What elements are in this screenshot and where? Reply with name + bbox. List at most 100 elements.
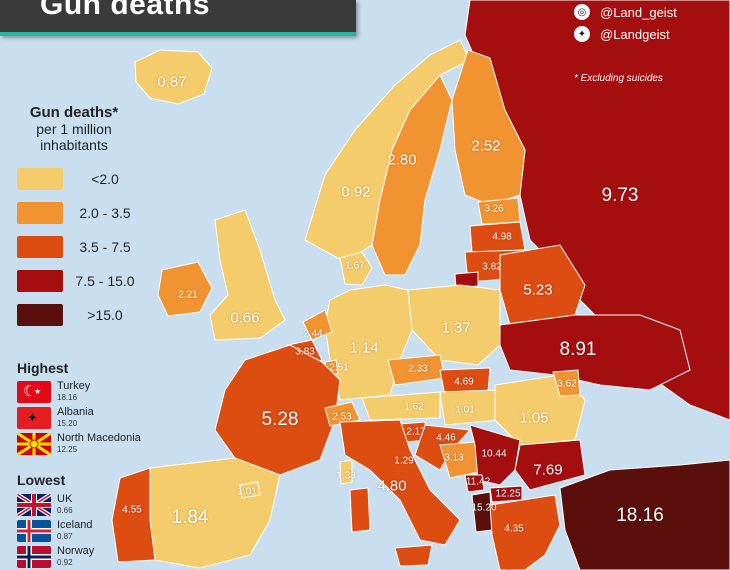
highest-country: North Macedonia [57,432,141,444]
region-switzerland [324,401,361,427]
uk-flag-icon [17,494,51,516]
legend-item: 2.0 - 3.5 [17,202,137,224]
north-macedonia-flag-icon [17,433,51,455]
lowest-value: 0.87 [57,532,73,541]
map-label-switzerland: 2.53 [332,411,352,423]
region-greece [489,494,561,570]
map-label-denmark: 1.67 [345,260,365,272]
instagram-icon: ◎ [574,4,590,20]
map-label-finland: 2.52 [471,137,501,155]
legend-swatch [17,270,63,292]
legend-item: 7.5 - 15.0 [17,270,137,292]
map-label-belgium: 3.83 [295,346,315,358]
twitter-icon: ✦ [574,26,590,42]
lowest-value: 0.66 [57,506,73,515]
twitter-handle: @Landgeist [600,26,670,42]
highest-value: 12.25 [57,445,78,454]
map-label-germany: 1.14 [349,339,379,357]
region-poland [407,284,501,366]
legend-item: <2.0 [17,168,137,190]
highest-value: 15.20 [57,419,78,428]
map-label-bulgaria: 7.69 [533,461,563,479]
highest-item-north-macedonia: North Macedonia 12.25 [17,433,141,455]
map-label-luxembourg: 2.51 [329,362,349,374]
map-label-greece: 4.35 [504,523,524,535]
legend-swatch [17,236,63,258]
legend-label: 3.5 - 7.5 [79,239,131,255]
map-label-ireland: 2.21 [178,289,198,301]
region-bulgaria [514,439,586,491]
map-label-spain: 1.84 [171,507,209,528]
norway-flag-icon [17,546,51,568]
legend-item: >15.0 [17,304,137,326]
map-label-russia: 9.73 [601,185,639,206]
map-label-bosnia: 3.13 [444,452,464,464]
map-label-norway: 0.92 [341,183,371,201]
lowest-country: UK [57,493,73,505]
map-label-balearic: 1.01 [237,486,257,498]
map-label-corsica: 1.33 [336,470,356,482]
social-twitter[interactable]: ✦ @Landgeist [574,26,670,42]
region-balearic [239,481,261,499]
map-label-iceland: 0.87 [157,73,187,91]
highest-country: Turkey [57,380,91,392]
lowest-country: Norway [57,545,95,557]
lowest-heading: Lowest [17,472,66,488]
highest-heading: Highest [17,360,69,376]
lowest-country: Iceland [57,519,93,531]
map-label-portugal: 4.55 [122,504,142,516]
lowest-item-iceland: Iceland 0.87 [17,520,92,542]
map-label-north-macedonia: 12.25 [495,488,521,500]
map-label-san-marino: 1.29 [394,455,414,467]
map-label-ukraine: 8.91 [559,339,597,360]
page-title: Gun deaths [40,0,211,21]
map-label-moldova: 3.62 [557,378,577,390]
region-france [214,344,341,476]
social-instagram[interactable]: ◎ @Land_geist [574,4,677,20]
map-label-montenegro: 11.42 [465,476,491,488]
map-label-uk: 0.66 [230,309,260,327]
map-label-romania: 1.05 [519,409,549,427]
region-ireland [157,261,213,317]
highest-value: 18.16 [57,393,78,402]
map-label-sweden: 2.80 [387,151,417,169]
region-montenegro [464,474,485,493]
region-austria [361,391,441,421]
highest-item-albania: ✦ Albania 15.20 [17,407,94,429]
turkey-flag-icon: ☾ ★ [17,381,51,403]
legend-swatch [17,168,63,190]
lowest-item-uk: UK 0.66 [17,494,73,516]
region-sardinia [349,487,371,533]
legend-heading: Gun deaths* [29,104,119,121]
map-label-czechia: 2.33 [408,363,428,375]
map-label-slovenia: 2.17 [406,426,426,438]
lowest-value: 0.92 [57,558,73,567]
region-moldova [552,369,581,397]
map-label-estonia: 3.26 [484,203,504,215]
title-bar: Gun deaths [0,0,356,36]
highest-item-turkey: ☾ ★ Turkey 18.16 [17,381,90,403]
region-serbia [469,424,521,486]
region-sicily [394,544,433,567]
region-sweden [371,74,453,276]
map-label-latvia: 4.98 [492,231,512,243]
legend-swatch [17,202,63,224]
map-label-austria: 1.62 [404,401,424,413]
region-italy [339,419,461,546]
map-label-netherlands: 2.44 [303,328,323,340]
highest-country: Albania [57,406,94,418]
map-label-turkey: 18.16 [616,505,664,526]
legend-label: >15.0 [87,307,123,323]
map-label-lithuania: 3.82 [482,261,502,273]
map-label-hungary: 1.01 [455,404,475,416]
map-label-serbia: 10.44 [481,448,507,460]
albania-flag-icon: ✦ [17,407,51,429]
map-label-italy: 4.80 [377,477,407,495]
region-denmark [339,251,373,286]
region-ukraine [499,314,691,391]
footnote: * Excluding suicides [574,73,663,84]
region-corsica [339,459,353,485]
map-label-slovakia: 4.69 [454,376,474,388]
legend-title: Gun deaths* per 1 million inhabitants [12,104,136,153]
